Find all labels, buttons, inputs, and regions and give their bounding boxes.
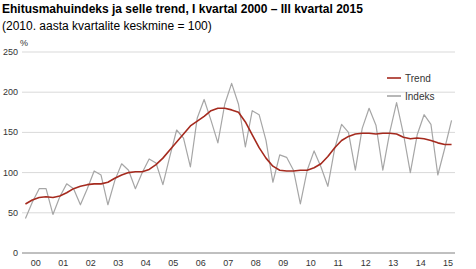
x-tick-label: 10: [306, 258, 316, 268]
x-tick-label: 07: [223, 258, 233, 268]
y-label: %: [20, 38, 28, 48]
x-tick-label: 02: [86, 258, 96, 268]
x-tick-label: 14: [416, 258, 426, 268]
chart: Ehitusmahuindeks ja selle trend, I kvart…: [0, 0, 476, 269]
grid-line: [22, 212, 455, 213]
grid-line: [22, 92, 455, 93]
x-tick-label: 04: [141, 258, 151, 268]
x-tick-label: 08: [251, 258, 261, 268]
x-tick-label: 06: [196, 258, 206, 268]
grid-line: [22, 52, 455, 53]
y-tick-label: 50: [8, 208, 18, 218]
title: Ehitusmahuindeks ja selle trend, I kvart…: [2, 2, 363, 16]
x-tick-label: 01: [58, 258, 68, 268]
legend-swatch: [387, 95, 401, 97]
series-line: [25, 108, 451, 204]
y-tick-label: 150: [3, 127, 18, 137]
y-tick-label: 250: [3, 47, 18, 57]
x-tick-label: 00: [31, 258, 41, 268]
plot-area: [25, 83, 451, 218]
subtitle: (2010. aasta kvartalite keskmine = 100): [2, 19, 212, 33]
series-line: [25, 83, 451, 218]
x-tick-label: 15: [443, 258, 453, 268]
y-tick-label: 0: [13, 248, 18, 258]
x-tick-label: 11: [333, 258, 342, 268]
legend-label: Trend: [405, 73, 431, 84]
y-tick-label: 100: [3, 168, 18, 178]
x-tick-label: 12: [361, 258, 371, 268]
legend-swatch: [387, 77, 401, 79]
x-tick-label: 09: [278, 258, 288, 268]
y-tick-label: 200: [3, 87, 18, 97]
x-tick-label: 05: [168, 258, 178, 268]
legend-label: Indeks: [405, 91, 434, 102]
x-tick-label: 13: [388, 258, 398, 268]
x-tick-label: 03: [113, 258, 123, 268]
grid-line: [22, 172, 455, 173]
grid-line: [22, 253, 455, 254]
